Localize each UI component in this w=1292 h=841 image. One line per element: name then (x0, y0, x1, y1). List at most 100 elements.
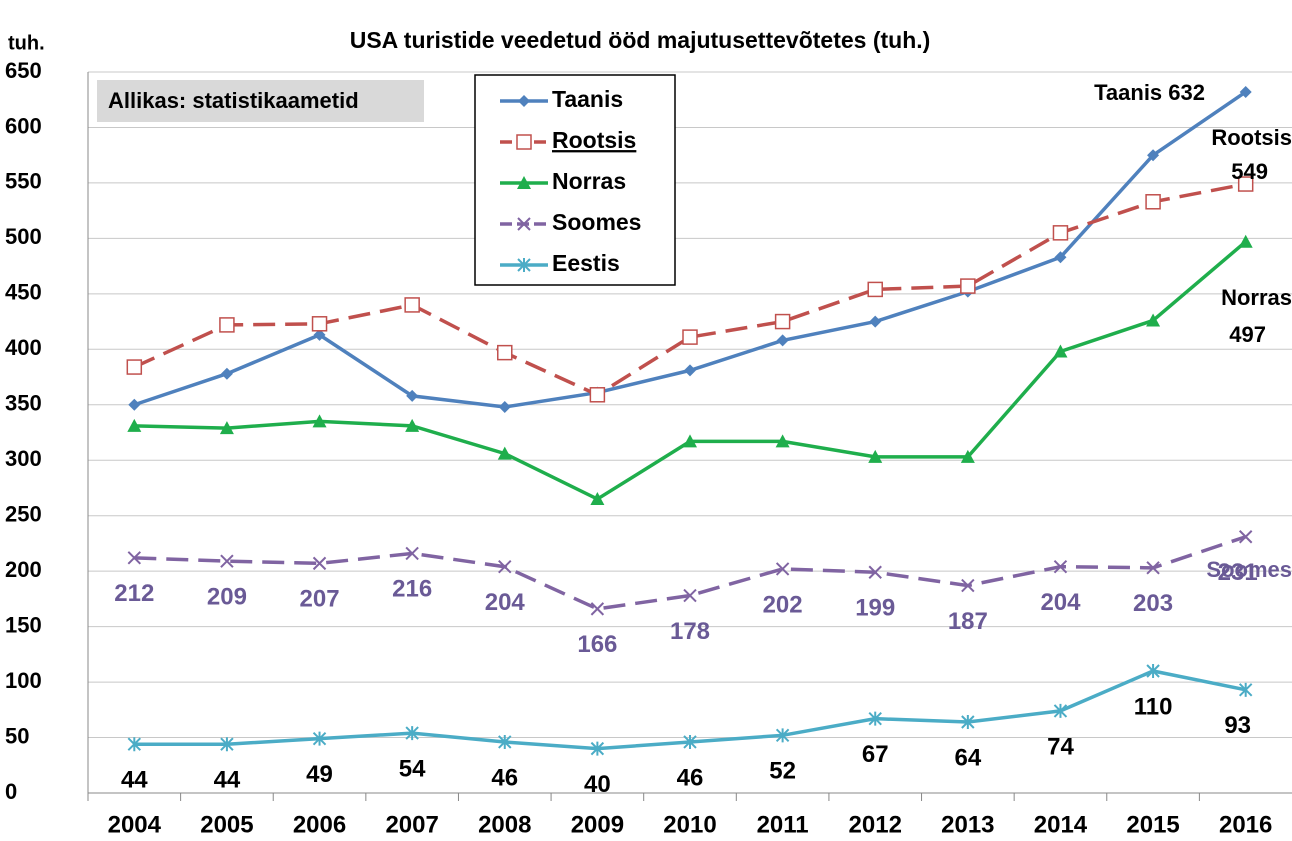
annotation: Norras (1221, 285, 1292, 310)
y-tick-label: 250 (5, 502, 42, 527)
marker (775, 562, 790, 576)
marker (405, 546, 419, 561)
x-tick-label: 2009 (571, 811, 624, 838)
data-label: 203 (1133, 590, 1173, 617)
marker (517, 217, 531, 231)
marker (220, 737, 234, 752)
marker (960, 278, 976, 294)
marker (313, 328, 326, 341)
data-label: 202 (763, 591, 803, 618)
data-label: 178 (670, 618, 710, 645)
data-label: 199 (855, 595, 895, 622)
y-tick-label: 100 (5, 668, 42, 693)
marker (590, 741, 605, 756)
marker (406, 389, 419, 402)
marker (405, 726, 419, 741)
marker (1146, 663, 1160, 678)
marker (518, 95, 530, 107)
annotation: Rootsis (1211, 125, 1292, 150)
y-tick-label: 350 (5, 391, 42, 416)
x-tick-label: 2012 (849, 811, 902, 838)
marker (961, 715, 975, 730)
marker (312, 731, 327, 746)
marker (127, 418, 142, 432)
marker (498, 734, 512, 749)
data-label: 44 (214, 767, 241, 794)
y-tick-label: 150 (5, 612, 42, 637)
marker (517, 258, 531, 272)
marker (1053, 560, 1068, 574)
x-tick-label: 2008 (478, 811, 531, 838)
marker (684, 364, 696, 377)
source: Allikas: statistikaametid (108, 88, 359, 113)
marker (774, 313, 791, 330)
data-label: 46 (491, 764, 518, 791)
data-label: 209 (207, 584, 247, 611)
marker (1238, 234, 1253, 248)
marker (1053, 344, 1068, 358)
x-tick-label: 2011 (757, 811, 809, 838)
marker (517, 176, 531, 189)
marker (683, 434, 697, 448)
marker (127, 551, 142, 565)
x-tick-label: 2005 (200, 811, 253, 838)
legend: Taanis Rootsis Norras Soomes Eestis (474, 74, 676, 286)
y-tick-label: 50 (5, 723, 29, 748)
source-box (97, 80, 424, 122)
data-label: 166 (577, 631, 617, 658)
marker (312, 414, 327, 428)
x-tick-label: 2013 (941, 811, 994, 838)
marker (516, 134, 532, 150)
marker (405, 418, 420, 432)
marker (312, 556, 327, 571)
data-label: 67 (862, 741, 889, 768)
marker (497, 344, 513, 361)
data-label: 44 (121, 767, 148, 794)
data-label: 54 (399, 755, 426, 782)
y-tick-label: 0 (5, 779, 17, 804)
y-tick-label: 600 (5, 113, 42, 138)
data-label: 212 (114, 580, 154, 607)
annotation: Taanis 632 (1094, 80, 1205, 105)
y-tick-label: 550 (5, 169, 42, 194)
x-tick-label: 2010 (663, 811, 716, 838)
data-label: 207 (300, 586, 340, 613)
legend-label: Soomes (552, 209, 641, 235)
y-tick-label: 300 (5, 446, 42, 471)
marker (1145, 194, 1161, 210)
y-tick-label: 450 (5, 280, 42, 305)
chart-title: USA turistide veedetud ööd majutusettevõ… (350, 27, 931, 53)
data-label: 46 (677, 764, 704, 791)
marker (498, 400, 511, 413)
marker (1054, 251, 1067, 264)
y-tick-label: 400 (5, 335, 42, 360)
marker (868, 449, 883, 463)
data-label: 93 (1224, 712, 1251, 739)
data-label: 49 (306, 761, 333, 788)
marker (1238, 682, 1253, 697)
x-tick-label: 2014 (1034, 811, 1088, 838)
data-label: 74 (1047, 733, 1074, 760)
marker (1147, 149, 1160, 162)
annotation: Soomes (1206, 557, 1292, 582)
x-tick-label: 2016 (1219, 811, 1272, 838)
legend-label: Rootsis (552, 127, 636, 153)
legend-label: Norras (552, 168, 626, 194)
marker (961, 578, 975, 593)
marker (1052, 225, 1069, 241)
data-label: 204 (1040, 589, 1081, 616)
x-tick-label: 2004 (108, 811, 162, 838)
x-tick-label: 2015 (1126, 811, 1179, 838)
annotation: 497 (1229, 322, 1266, 347)
y-tick-label: 200 (5, 557, 42, 582)
marker (311, 316, 328, 332)
marker (128, 398, 141, 411)
marker (776, 334, 789, 347)
marker (590, 492, 605, 506)
marker (589, 387, 606, 403)
legend-label: Eestis (552, 250, 620, 276)
marker (682, 329, 698, 345)
marker (1239, 85, 1252, 98)
data-label: 204 (485, 589, 526, 616)
